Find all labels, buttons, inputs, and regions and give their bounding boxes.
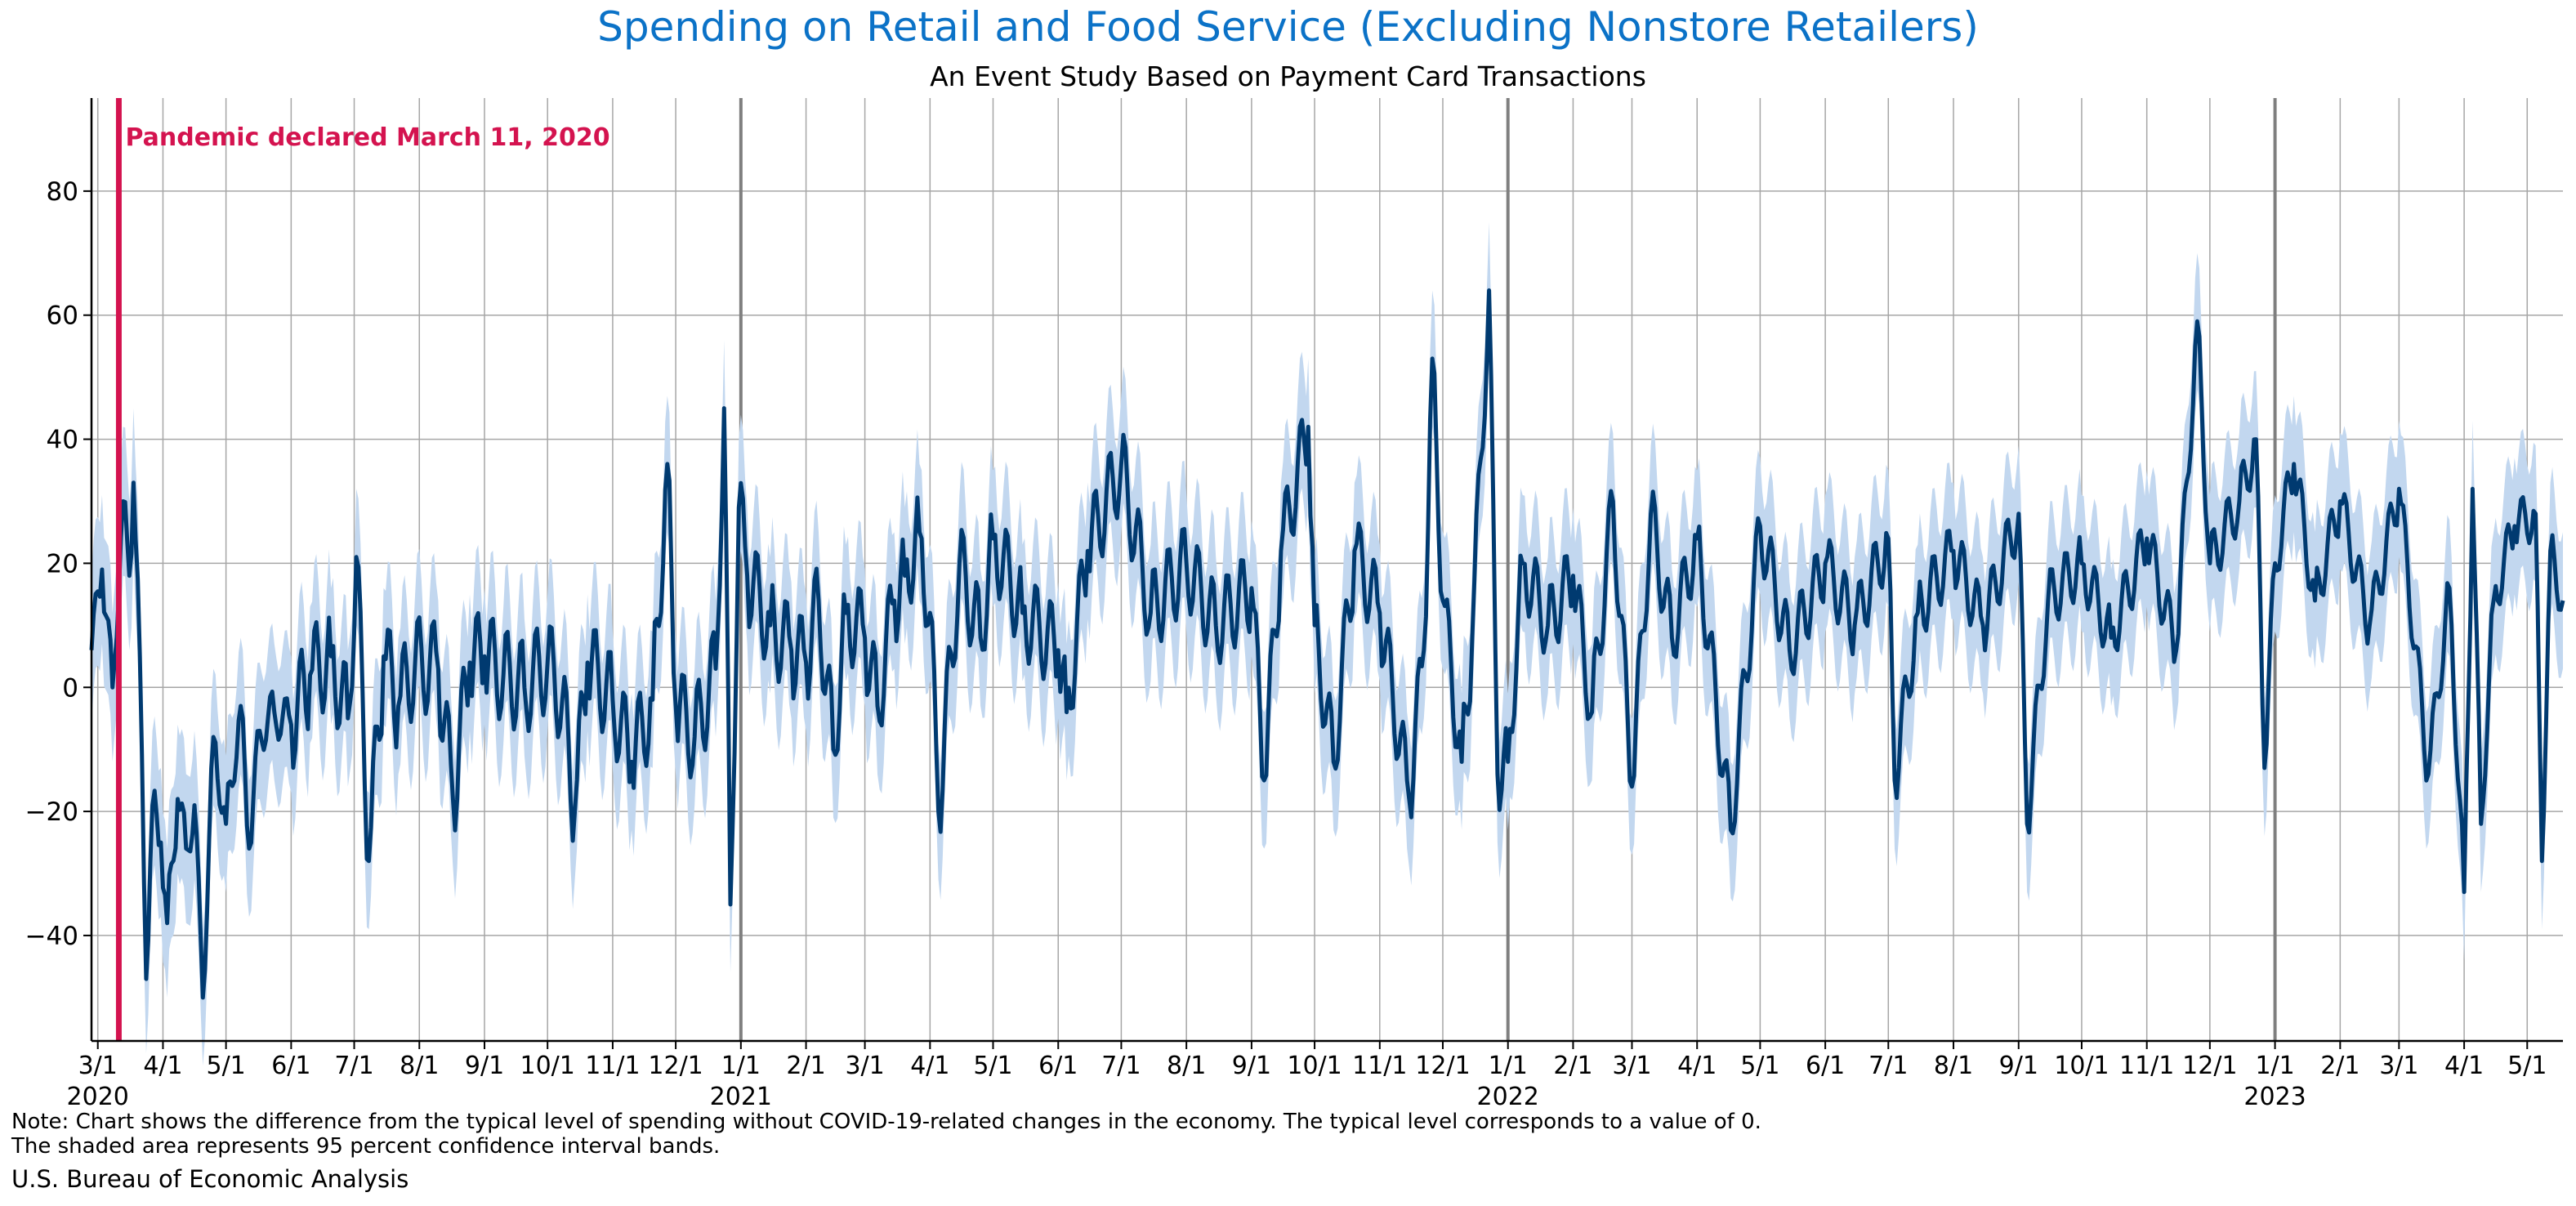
note-line-1: Note: Chart shows the difference from th… <box>11 1110 1761 1134</box>
x-tick-label: 5/1 <box>1740 1052 1779 1080</box>
x-tick-label: 4/1 <box>910 1052 949 1080</box>
y-tick-label: 80 <box>47 177 78 207</box>
y-tick-label: 20 <box>47 549 78 578</box>
year-label: 2022 <box>1477 1083 1539 1111</box>
x-tick-label: 10/1 <box>1287 1052 1342 1080</box>
x-tick-label: 6/1 <box>1806 1052 1845 1080</box>
x-tick-label: 12/1 <box>1415 1052 1470 1080</box>
x-tick-label: 7/1 <box>1868 1052 1908 1080</box>
x-tick-label: 4/1 <box>1677 1052 1717 1080</box>
x-tick-label: 1/1 <box>1489 1052 1528 1080</box>
y-tick-label: 60 <box>47 302 78 331</box>
source-credit: U.S. Bureau of Economic Analysis <box>11 1165 409 1193</box>
x-tick-label: 9/1 <box>1232 1052 1271 1080</box>
x-tick-label: 9/1 <box>465 1052 504 1080</box>
y-tick-label: −40 <box>25 922 78 951</box>
x-tick-label: 3/1 <box>2379 1052 2418 1080</box>
x-tick-label: 2/1 <box>1553 1052 1592 1080</box>
gridlines <box>92 98 2563 1041</box>
x-tick-label: 3/1 <box>845 1052 884 1080</box>
x-tick-label: 4/1 <box>143 1052 182 1080</box>
x-tick-label: 10/1 <box>520 1052 574 1080</box>
x-tick-label: 5/1 <box>2507 1052 2547 1080</box>
confidence-band-area <box>92 221 2563 1066</box>
x-tick-label: 11/1 <box>585 1052 640 1080</box>
x-tick-label: 6/1 <box>271 1052 310 1080</box>
x-tick-label: 8/1 <box>1934 1052 1973 1080</box>
confidence-band <box>92 221 2563 1066</box>
x-tick-label: 7/1 <box>334 1052 373 1080</box>
x-tick-label: 8/1 <box>1167 1052 1206 1080</box>
x-tick-label: 9/1 <box>1999 1052 2038 1080</box>
x-tick-label: 12/1 <box>648 1052 703 1080</box>
year-label: 2023 <box>2243 1083 2306 1111</box>
note-line-2: The shaded area represents 95 percent co… <box>11 1134 721 1159</box>
y-tick-label: 40 <box>47 426 78 455</box>
x-tick-label: 2/1 <box>786 1052 825 1080</box>
x-tick-label: 7/1 <box>1101 1052 1141 1080</box>
x-tick-label: 5/1 <box>206 1052 245 1080</box>
chart-title: Spending on Retail and Food Service (Exc… <box>597 3 1979 51</box>
x-tick-label: 1/1 <box>721 1052 761 1080</box>
x-tick-label: 3/1 <box>1612 1052 1651 1080</box>
axes: −40 −20 0 20 40 60 80 3/1 4/1 5/1 6/1 7/1 8/1 9/1 10/1… <box>25 98 2563 1111</box>
y-tick-label: 0 <box>62 673 78 703</box>
x-tick-label: 6/1 <box>1038 1052 1078 1080</box>
chart-note: Note: Chart shows the difference from th… <box>11 1110 1761 1159</box>
year-label: 2020 <box>67 1083 129 1111</box>
chart-subtitle: An Event Study Based on Payment Card Tra… <box>930 60 1646 92</box>
x-tick-label: 12/1 <box>2182 1052 2237 1080</box>
x-tick-label: 2/1 <box>2320 1052 2359 1080</box>
spending-line <box>89 288 2565 1000</box>
x-tick-label: 1/1 <box>2255 1052 2294 1080</box>
year-label: 2021 <box>710 1083 772 1111</box>
pandemic-marker-label: Pandemic declared March 11, 2020 <box>125 123 609 152</box>
event-marker: Pandemic declared March 11, 2020 <box>115 98 610 1041</box>
x-tick-label: 4/1 <box>2444 1052 2484 1080</box>
y-tick-label: −20 <box>25 797 78 827</box>
x-tick-label: 10/1 <box>2054 1052 2109 1080</box>
x-tick-label: 3/1 <box>78 1052 118 1080</box>
x-tick-label: 11/1 <box>2119 1052 2174 1080</box>
x-tick-label: 5/1 <box>973 1052 1012 1080</box>
series-line <box>89 288 2565 1000</box>
x-tick-label: 11/1 <box>1352 1052 1407 1080</box>
x-tick-label: 8/1 <box>400 1052 439 1080</box>
